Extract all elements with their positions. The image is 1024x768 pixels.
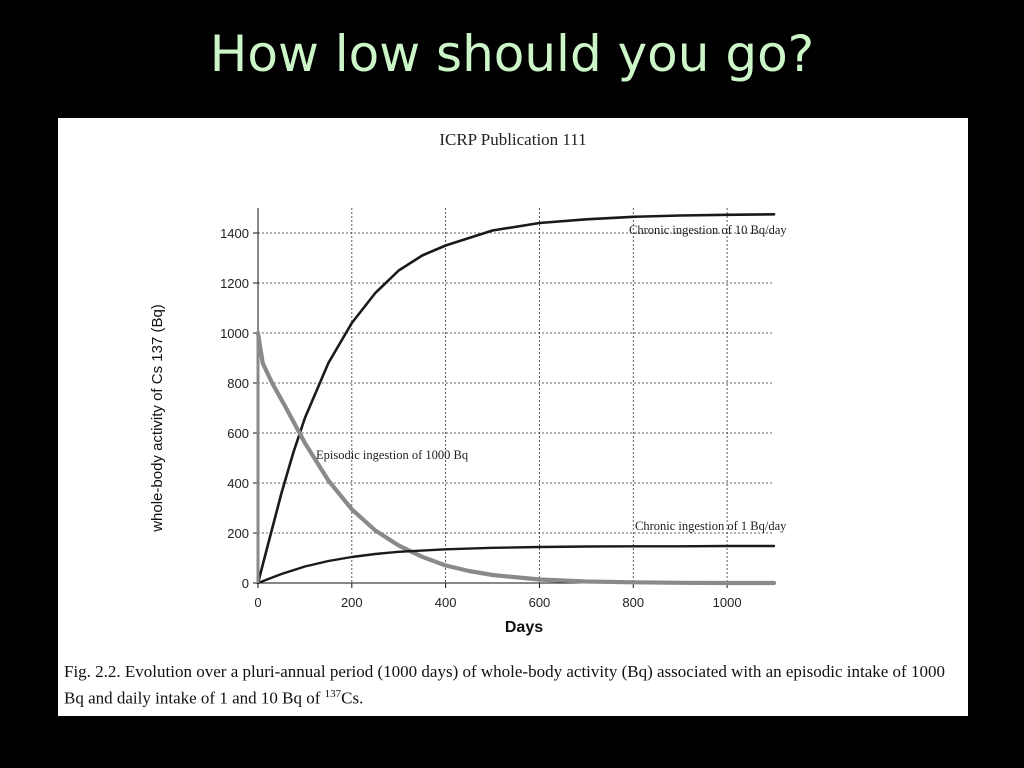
- x-tick-label: 600: [529, 595, 551, 610]
- x-tick-label: 800: [622, 595, 644, 610]
- y-tick-label: 0: [242, 576, 249, 591]
- series-annotations: Chronic ingestion of 10 Bq/day Episodic …: [316, 223, 787, 533]
- caption-isotope-mass: 137: [324, 688, 342, 700]
- x-tick-label: 0: [254, 595, 261, 610]
- tick-labels: 0 200 400 600 800 1000 1200 1400 0 200 400 600 800 10…: [220, 226, 741, 610]
- annotation-chronic-1: Chronic ingestion of 1 Bq/day: [635, 519, 787, 533]
- x-tick-label: 400: [435, 595, 457, 610]
- x-axis-title: Days: [505, 619, 543, 636]
- cs137-activity-chart: 0 200 400 600 800 1000 1200 1400 0 200 400 600 800 10…: [149, 208, 787, 636]
- y-axis-title: whole-body activity of Cs 137 (Bq): [149, 304, 166, 533]
- grid-lines: [258, 208, 774, 583]
- series-lines: [255, 213, 777, 586]
- series-line-1: [256, 213, 776, 585]
- series-line-2: [255, 330, 777, 586]
- y-tick-label: 600: [227, 426, 249, 441]
- annotation-episodic-1000: Episodic ingestion of 1000 Bq: [316, 448, 469, 462]
- annotation-chronic-10: Chronic ingestion of 10 Bq/day: [629, 223, 787, 237]
- x-tick-label: 200: [341, 595, 363, 610]
- series-line-3: [256, 544, 776, 585]
- y-tick-label: 1000: [220, 326, 249, 341]
- y-tick-label: 1200: [220, 276, 249, 291]
- caption-text: Fig. 2.2. Evolution over a pluri-annual …: [64, 662, 945, 708]
- y-tick-label: 800: [227, 376, 249, 391]
- caption-isotope-symbol: Cs.: [341, 688, 364, 708]
- slide-title: How low should you go?: [209, 25, 815, 83]
- y-tick-label: 1400: [220, 226, 249, 241]
- figure-panel: ICRP Publication 111 0 200 400 600 800 1000 12…: [58, 118, 968, 716]
- y-tick-label: 400: [227, 476, 249, 491]
- x-tick-label: 1000: [713, 595, 742, 610]
- figure-caption: Fig. 2.2. Evolution over a pluri-annual …: [64, 660, 964, 710]
- y-tick-label: 200: [227, 526, 249, 541]
- publication-label: ICRP Publication 111: [439, 130, 587, 149]
